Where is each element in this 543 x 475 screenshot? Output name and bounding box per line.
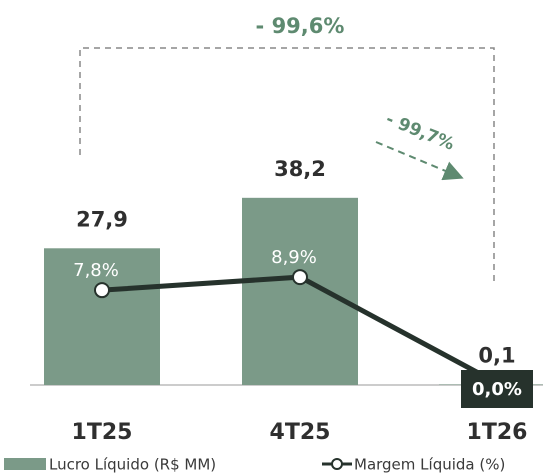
annotation: - 99,6% xyxy=(256,14,345,38)
bar xyxy=(44,248,160,385)
legend-label: Margem Líquida (%) xyxy=(354,456,505,474)
x-tick-label: 1T26 xyxy=(467,420,528,445)
legend-swatch xyxy=(4,458,46,470)
line-marker xyxy=(292,269,308,286)
bar xyxy=(242,197,358,385)
line-value-label: 8,9% xyxy=(271,247,317,268)
bar-value-label: 27,9 xyxy=(76,207,128,231)
legend-label: Lucro Líquido (R$ MM) xyxy=(49,456,216,474)
annotation: - 99,7% xyxy=(383,109,457,154)
legend-swatch xyxy=(331,458,343,470)
x-tick-label: 4T25 xyxy=(270,420,331,445)
x-tick-label: 1T25 xyxy=(72,420,133,445)
line-value-label: 0,0% xyxy=(472,379,522,400)
bracket xyxy=(79,47,495,282)
line-marker xyxy=(94,282,110,299)
arrow xyxy=(375,141,464,181)
line-value-label: 7,8% xyxy=(73,260,119,281)
bar-value-label: 38,2 xyxy=(274,157,326,181)
bar-value-label: 0,1 xyxy=(478,344,515,368)
label-box xyxy=(461,370,533,408)
